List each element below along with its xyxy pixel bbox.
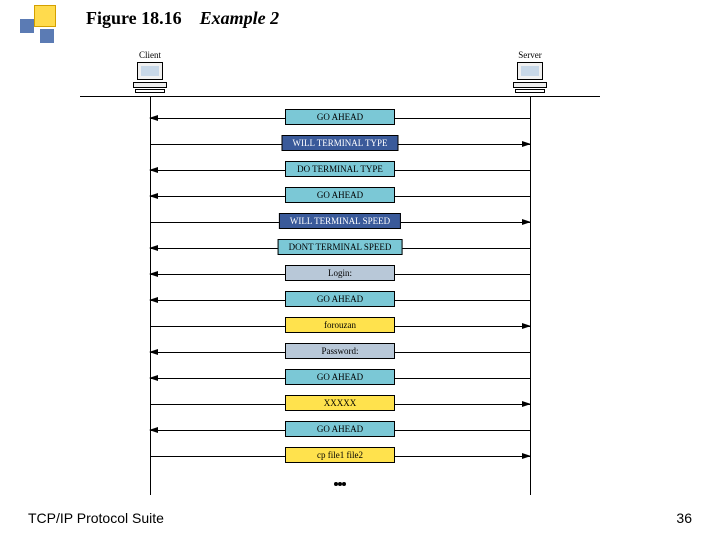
arrow-right-icon [522,219,531,225]
figure-number: Figure 18.16 [86,8,182,28]
arrow-left-icon [149,375,158,381]
arrow-left-icon [149,349,158,355]
arrow-left-icon [149,297,158,303]
message-box: forouzan [285,317,395,333]
message-row: GO AHEAD [150,196,530,197]
message-row: GO AHEAD [150,118,530,119]
client-label: Client [120,50,180,60]
arrow-right-icon [522,323,531,329]
arrow-right-icon [522,141,531,147]
arrow-left-icon [149,167,158,173]
sequence-diagram: Client Server GO AHEAD WILL TERMINAL TYPE… [80,50,600,495]
message-row: DO TERMINAL TYPE [150,170,530,171]
message-row: Login: [150,274,530,275]
message-box: WILL TERMINAL SPEED [279,213,401,229]
server-lifeline [530,96,531,495]
client-lifeline [150,96,151,495]
message-box: GO AHEAD [285,421,395,437]
arrow-left-icon [149,427,158,433]
continuation-dots [334,480,346,488]
message-row: WILL TERMINAL TYPE [150,144,530,145]
message-box: GO AHEAD [285,187,395,203]
message-box: WILL TERMINAL TYPE [282,135,399,151]
message-box: GO AHEAD [285,291,395,307]
client-endpoint: Client [120,50,180,92]
message-row: forouzan [150,326,530,327]
message-row: Password: [150,352,530,353]
arrow-left-icon [149,245,158,251]
message-row: GO AHEAD [150,300,530,301]
message-row: WILL TERMINAL SPEED [150,222,530,223]
computer-icon [510,62,550,92]
message-box: DONT TERMINAL SPEED [278,239,403,255]
arrow-right-icon [522,401,531,407]
diagram-top-rule [80,96,600,97]
footer-source: TCP/IP Protocol Suite [28,510,164,526]
server-label: Server [500,50,560,60]
message-row: DONT TERMINAL SPEED [150,248,530,249]
figure-title: Figure 18.16 Example 2 [86,8,279,29]
message-box: GO AHEAD [285,369,395,385]
arrow-left-icon [149,271,158,277]
message-row: cp file1 file2 [150,456,530,457]
arrow-left-icon [149,193,158,199]
message-box: Password: [285,343,395,359]
message-row: GO AHEAD [150,378,530,379]
message-box: DO TERMINAL TYPE [285,161,395,177]
page-number: 36 [676,510,692,526]
message-box: XXXXX [285,395,395,411]
slide-bullet-icon [20,5,70,47]
message-box: Login: [285,265,395,281]
server-endpoint: Server [500,50,560,92]
message-row: GO AHEAD [150,430,530,431]
message-box: cp file1 file2 [285,447,395,463]
arrow-left-icon [149,115,158,121]
message-row: XXXXX [150,404,530,405]
figure-caption: Example 2 [200,8,280,28]
message-box: GO AHEAD [285,109,395,125]
computer-icon [130,62,170,92]
arrow-right-icon [522,453,531,459]
